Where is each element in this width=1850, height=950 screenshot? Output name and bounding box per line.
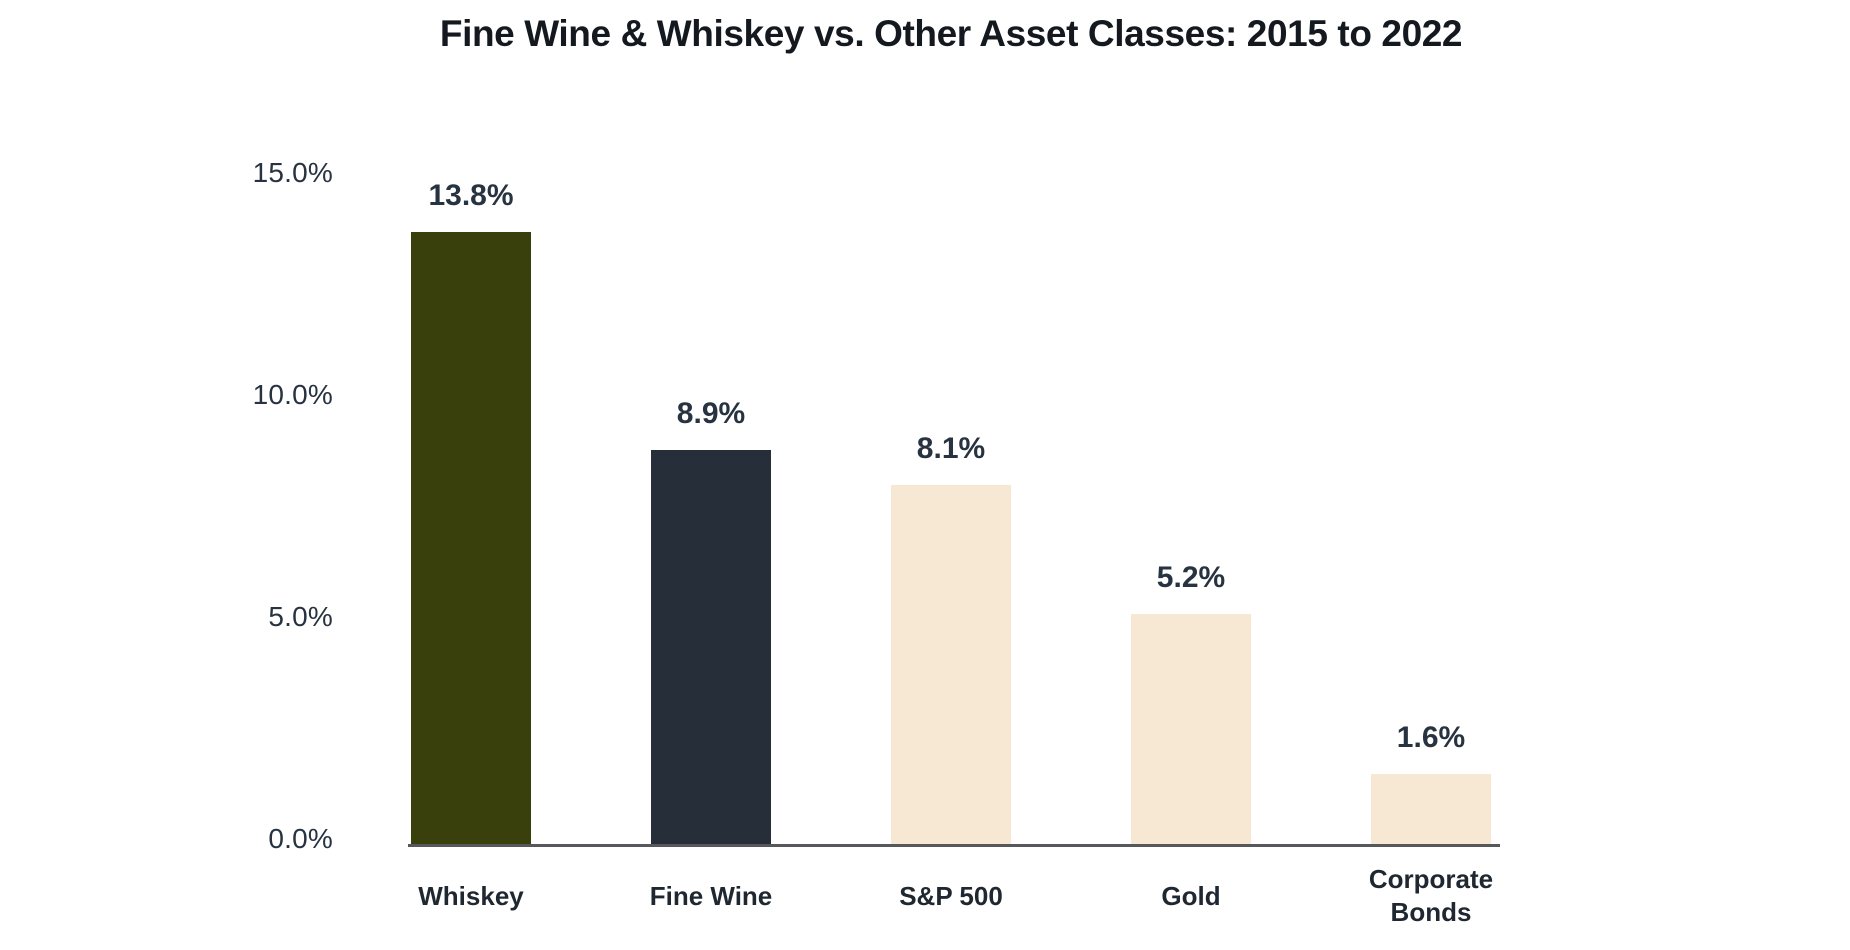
bar-value-label-gold: 5.2% (1156, 561, 1226, 595)
bar-fine-wine (651, 449, 771, 845)
category-label-fine-wine: Fine Wine (649, 880, 773, 911)
bar-sandp-500 (891, 485, 1011, 845)
category-label-gold: Gold (1161, 880, 1221, 911)
bar-value-label-sandp-500: 8.1% (916, 432, 986, 466)
y-tick-label-5-0: 5.0% (268, 601, 333, 632)
bar-value-label-whiskey: 13.8% (428, 179, 514, 213)
category-label-whiskey: Whiskey (418, 880, 524, 911)
chart-title: Fine Wine & Whiskey vs. Other Asset Clas… (439, 13, 1463, 54)
x-axis-line (408, 844, 1500, 847)
bar-value-label-corporate-bonds: 1.6% (1396, 720, 1466, 754)
y-tick-label-10-0: 10.0% (252, 379, 333, 410)
bar-value-label-fine-wine: 8.9% (676, 396, 746, 430)
category-label-sandp-500: S&P 500 (899, 880, 1003, 911)
y-tick-label-15-0: 15.0% (252, 157, 333, 188)
bar-gold (1131, 614, 1251, 845)
category-label-corporate-bonds: Corporate Bonds (1368, 864, 1494, 927)
bar-corporate-bonds (1371, 773, 1491, 845)
y-tick-label-0-0: 0.0% (268, 823, 333, 854)
bar-whiskey (411, 232, 531, 845)
